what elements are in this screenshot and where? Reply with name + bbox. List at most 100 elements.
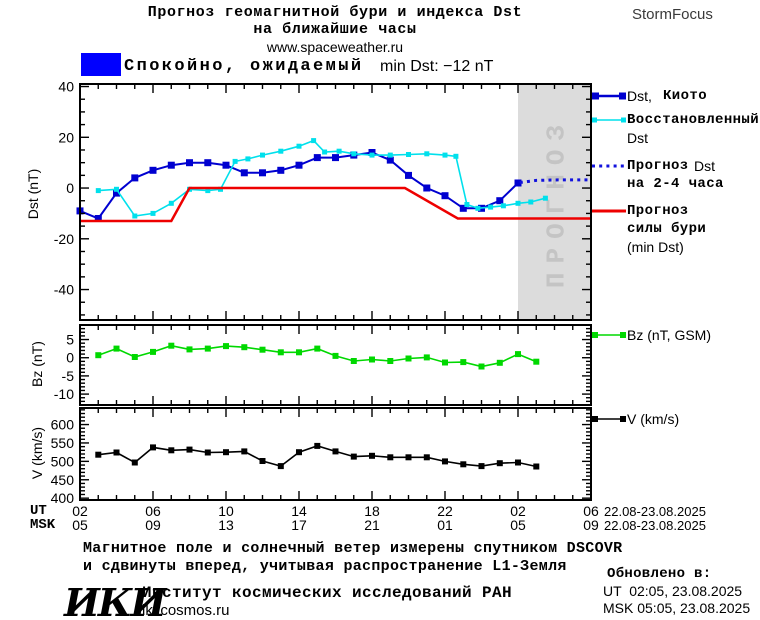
series-line [98, 445, 537, 468]
data-point [277, 349, 284, 356]
bz-chart: -10 -5 0 5 [54, 324, 592, 406]
data-point [496, 460, 503, 467]
data-point [150, 444, 156, 451]
data-point [500, 203, 506, 209]
msk-hour-label: 09 [145, 517, 161, 533]
ut-hour-label: 02 [72, 503, 88, 519]
data-point [423, 454, 430, 461]
data-point [223, 343, 229, 350]
data-point [387, 152, 393, 158]
data-point [369, 152, 375, 158]
data-point [533, 358, 540, 365]
plot-border [79, 83, 592, 321]
data-point [150, 348, 156, 355]
legend-kyoto-ru: Киото [663, 88, 708, 104]
data-point [131, 459, 138, 466]
data-point [149, 166, 157, 174]
data-point [475, 205, 481, 211]
legend-forecast-en: Dst [694, 158, 715, 174]
data-point [442, 458, 448, 465]
updated-ut: UT 02:05, 23.08.2025 [603, 583, 743, 599]
data-point [259, 458, 266, 464]
msk-hour-label: 09 [583, 517, 599, 533]
data-point [332, 154, 339, 162]
ut-hours-row: 02 06 10 14 18 22 02 06 [0, 503, 760, 519]
data-point [441, 192, 449, 200]
data-point [332, 448, 339, 455]
data-point [424, 151, 430, 157]
legend-storm-line2: силы бури [627, 221, 707, 237]
msk-hour-label: 13 [218, 517, 234, 533]
data-point [241, 448, 248, 455]
legend-bz-label: Bz (nT, GSM) [627, 327, 712, 343]
ut-hour-label: 18 [364, 503, 380, 519]
data-point [423, 354, 430, 361]
data-point [460, 359, 467, 366]
data-point [313, 154, 321, 162]
ut-row-label: UT [30, 503, 47, 519]
data-point [351, 151, 357, 157]
title-line-1: Прогноз геомагнитной бури и индекса Dst [147, 4, 523, 21]
data-point [496, 197, 504, 205]
y-tick-label: 550 [51, 435, 75, 451]
data-point [459, 204, 467, 212]
data-point [132, 213, 138, 219]
data-point [533, 463, 540, 470]
data-point [296, 449, 302, 456]
data-point [259, 169, 266, 177]
institute-site-link[interactable]: iki.cosmos.ru [142, 602, 230, 619]
legend-kyoto-en: Dst, [627, 88, 652, 104]
legend-restored-ru: Восстановленный [627, 112, 760, 128]
bz-line-swatch [592, 332, 626, 338]
legend-forecast-line2: на 2-4 часа [627, 176, 724, 192]
v-line-swatch [592, 416, 626, 422]
data-point [528, 199, 534, 205]
data-point [168, 342, 175, 349]
data-point [488, 204, 494, 210]
data-point [260, 152, 265, 158]
iki-logo: ИКИ [64, 580, 166, 620]
y-tick-label: -10 [54, 386, 74, 402]
dst-chart: ПРОГНОЗ -40 -20 0 20 40 [54, 79, 592, 321]
data-point [223, 449, 229, 456]
footer-note-line1: Магнитное поле и солнечный ветер измерен… [83, 540, 623, 557]
data-point [350, 453, 357, 460]
data-point [336, 148, 342, 154]
y-tick-label: 600 [51, 417, 75, 433]
data-point [332, 352, 339, 359]
legend-restored-en: Dst [627, 130, 648, 146]
title-line-2: на ближайшие часы [253, 21, 417, 38]
legend-storm-line3: (min Dst) [627, 239, 684, 255]
data-point [218, 186, 223, 192]
data-point [478, 363, 485, 370]
data-point [453, 153, 459, 159]
plot-border [79, 324, 592, 406]
data-point [322, 149, 328, 155]
data-point [515, 200, 521, 206]
site-link[interactable]: www.spaceweather.ru [266, 39, 404, 55]
data-point [150, 210, 156, 216]
data-point [95, 352, 102, 359]
page-title: Прогноз геомагнитной бури и индекса Dst … [100, 4, 570, 55]
series-line [519, 178, 591, 184]
storm-line-swatch [592, 209, 626, 213]
y-tick-label: 20 [58, 129, 74, 145]
data-point [460, 461, 467, 468]
forecast-dotted-swatch [592, 164, 626, 168]
msk-date-range: 22.08-23.08.2025 [604, 518, 706, 533]
kyoto-line-swatch [592, 92, 626, 100]
y-tick-label: 5 [66, 332, 74, 348]
legend-v-label: V (km/s) [627, 411, 680, 427]
y-tick-label: -20 [54, 231, 74, 247]
data-point [113, 345, 120, 352]
data-point [386, 156, 394, 164]
data-point [168, 447, 175, 454]
data-point [94, 215, 102, 222]
data-point [496, 359, 503, 366]
msk-hour-label: 05 [510, 517, 526, 533]
data-point [314, 442, 321, 449]
y-tick-label: 450 [51, 472, 75, 488]
y-tick-label: -5 [62, 368, 75, 384]
plot-border [79, 407, 592, 501]
v-chart: 400 450 500 550 600 [51, 407, 592, 506]
